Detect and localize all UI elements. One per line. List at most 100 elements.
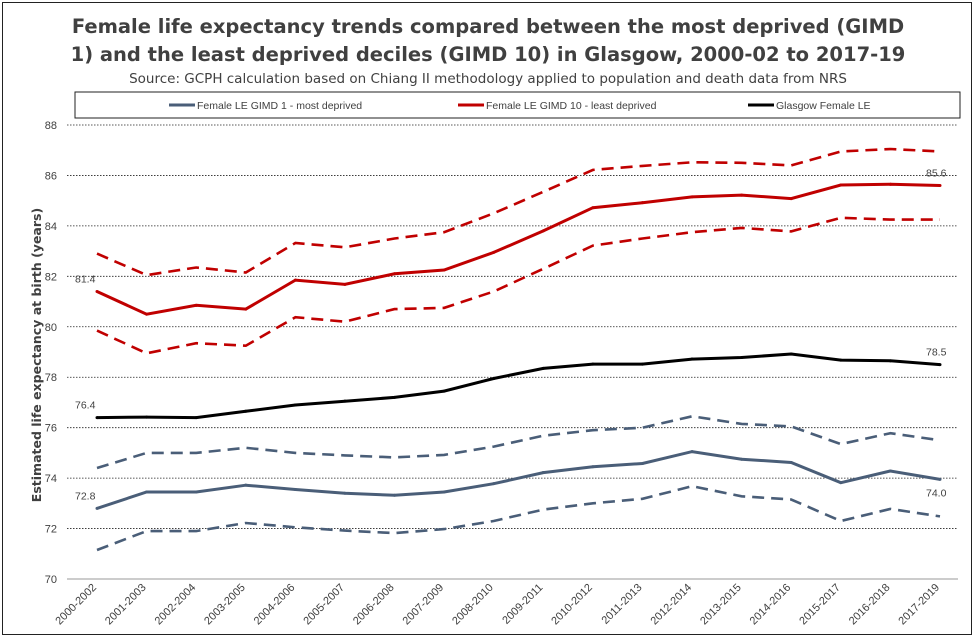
legend: Female LE GIMD 1 - most deprived Female L… <box>169 100 871 112</box>
point-gimd1-2013-2015 <box>740 457 744 461</box>
point-gimd1-2005-2007 <box>343 491 347 495</box>
start-label-gimd1: 72.8 <box>75 490 96 502</box>
line-gimd10 <box>96 182 941 316</box>
x-tick-2016-2018: 2016-2018 <box>847 582 893 628</box>
point-gimd10-2003-2005 <box>244 307 248 311</box>
legend-label-gimd1: Female LE GIMD 1 - most deprived <box>197 100 362 112</box>
point-gimd10-2005-2007 <box>343 282 347 286</box>
point-glasgow-2006-2008 <box>393 395 397 399</box>
series-lines <box>95 147 942 552</box>
x-tick-2001-2003: 2001-2003 <box>103 582 149 628</box>
chart-subtitle: Source: GCPH calculation based on Chiang… <box>129 71 847 87</box>
start-label-gimd10: 81.4 <box>75 273 96 285</box>
legend-label-glasgow: Glasgow Female LE <box>776 100 871 112</box>
y-tick-84: 84 <box>45 221 57 233</box>
point-glasgow-2004-2006 <box>293 403 297 407</box>
point-gimd10-2011-2013 <box>640 201 644 205</box>
point-gimd10-2009-2011 <box>541 229 545 233</box>
life-expectancy-chart: Female life expectancy trends compared b… <box>29 15 961 628</box>
point-gimd10-2014-2016 <box>789 197 793 201</box>
point-glasgow-2000-2002 <box>95 416 99 420</box>
point-gimd1-2008-2010 <box>492 482 496 486</box>
point-gimd10-2004-2006 <box>293 278 297 282</box>
x-axis-ticks: 2000-2002 2001-2003 2002-2004 2003-2005 2004… <box>53 582 942 628</box>
x-tick-2015-2017: 2015-2017 <box>797 582 843 628</box>
line-gimd1-ci-upper <box>96 414 941 470</box>
point-gimd10-2007-2009 <box>442 268 446 272</box>
legend-label-gimd10: Female LE GIMD 10 - least deprived <box>486 100 657 112</box>
line-gimd10-ci-upper <box>96 147 941 277</box>
point-glasgow-2002-2004 <box>194 416 198 420</box>
point-gimd1-2012-2014 <box>690 450 694 454</box>
point-glasgow-2014-2016 <box>789 352 793 356</box>
x-tick-2014-2016: 2014-2016 <box>748 582 794 628</box>
point-glasgow-2007-2009 <box>442 389 446 393</box>
y-tick-74: 74 <box>45 473 57 485</box>
y-tick-88: 88 <box>45 120 57 132</box>
x-tick-2010-2012: 2010-2012 <box>549 582 595 628</box>
y-tick-86: 86 <box>45 170 57 182</box>
point-glasgow-2003-2005 <box>244 409 248 413</box>
point-gimd10-2001-2003 <box>145 312 149 316</box>
x-tick-2008-2010: 2008-2010 <box>450 582 496 628</box>
chart-title-line2: 1) and the least deprived deciles (GIMD … <box>71 43 906 66</box>
y-axis-label: Estimated life expectancy at birth (year… <box>29 208 44 502</box>
start-label-glasgow: 76.4 <box>75 400 96 412</box>
line-gimd10-ci-lower <box>96 216 940 355</box>
y-axis-ticks: 70 72 74 76 78 80 82 84 86 88 <box>45 120 57 586</box>
y-tick-78: 78 <box>45 372 57 384</box>
x-tick-2004-2006: 2004-2006 <box>252 582 298 628</box>
line-gimd1 <box>96 450 941 510</box>
point-glasgow-2008-2010 <box>492 376 496 380</box>
point-gimd10-2012-2014 <box>690 195 694 199</box>
point-gimd1-2010-2012 <box>591 465 595 469</box>
legend-box <box>74 91 961 119</box>
x-tick-2012-2014: 2012-2014 <box>648 582 694 628</box>
x-tick-2002-2004: 2002-2004 <box>153 582 199 628</box>
point-glasgow-2012-2014 <box>690 357 694 361</box>
point-gimd1-2003-2005 <box>244 483 248 487</box>
point-gimd10-2013-2015 <box>740 193 744 197</box>
point-gimd1-2001-2003 <box>145 490 149 494</box>
point-glasgow-2013-2015 <box>740 356 744 360</box>
point-gimd1-2011-2013 <box>640 461 644 465</box>
point-glasgow-2017-2019 <box>938 363 942 367</box>
end-label-glasgow: 78.5 <box>926 347 947 359</box>
data-labels: 72.8 74.0 81.4 85.6 76.4 78.5 <box>75 168 947 503</box>
y-tick-80: 80 <box>45 322 57 334</box>
grid-lines <box>67 124 958 580</box>
point-glasgow-2011-2013 <box>640 362 644 366</box>
y-tick-72: 72 <box>45 524 57 536</box>
point-gimd10-2010-2012 <box>591 206 595 210</box>
x-tick-2017-2019: 2017-2019 <box>896 582 942 628</box>
x-tick-2005-2007: 2005-2007 <box>301 582 347 628</box>
point-gimd1-2015-2017 <box>839 481 843 485</box>
point-gimd10-2017-2019 <box>938 184 942 188</box>
point-gimd10-2015-2017 <box>839 183 843 187</box>
point-gimd1-2014-2016 <box>789 460 793 464</box>
x-tick-2009-2011: 2009-2011 <box>500 582 545 627</box>
point-gimd1-2002-2004 <box>194 490 198 494</box>
point-glasgow-2005-2007 <box>343 399 347 403</box>
y-tick-82: 82 <box>45 271 57 283</box>
point-gimd10-2008-2010 <box>492 250 496 254</box>
point-gimd1-2007-2009 <box>442 490 446 494</box>
x-tick-2007-2009: 2007-2009 <box>401 582 447 628</box>
point-glasgow-2016-2018 <box>888 359 892 363</box>
y-tick-76: 76 <box>45 423 57 435</box>
chart-title-line1: Female life expectancy trends compared b… <box>72 15 904 38</box>
y-tick-70: 70 <box>45 574 57 586</box>
point-gimd1-2006-2008 <box>393 493 397 497</box>
point-gimd10-2002-2004 <box>194 303 198 307</box>
point-gimd1-2016-2018 <box>888 469 892 473</box>
x-tick-2013-2015: 2013-2015 <box>698 582 744 628</box>
point-gimd10-2006-2008 <box>393 272 397 276</box>
line-glasgow <box>96 352 941 420</box>
point-glasgow-2001-2003 <box>145 415 149 419</box>
point-gimd1-2017-2019 <box>938 477 942 481</box>
x-tick-2011-2013: 2011-2013 <box>599 582 644 627</box>
point-glasgow-2015-2017 <box>839 358 843 362</box>
x-tick-2000-2002: 2000-2002 <box>53 582 99 628</box>
point-gimd1-2009-2011 <box>541 471 545 475</box>
